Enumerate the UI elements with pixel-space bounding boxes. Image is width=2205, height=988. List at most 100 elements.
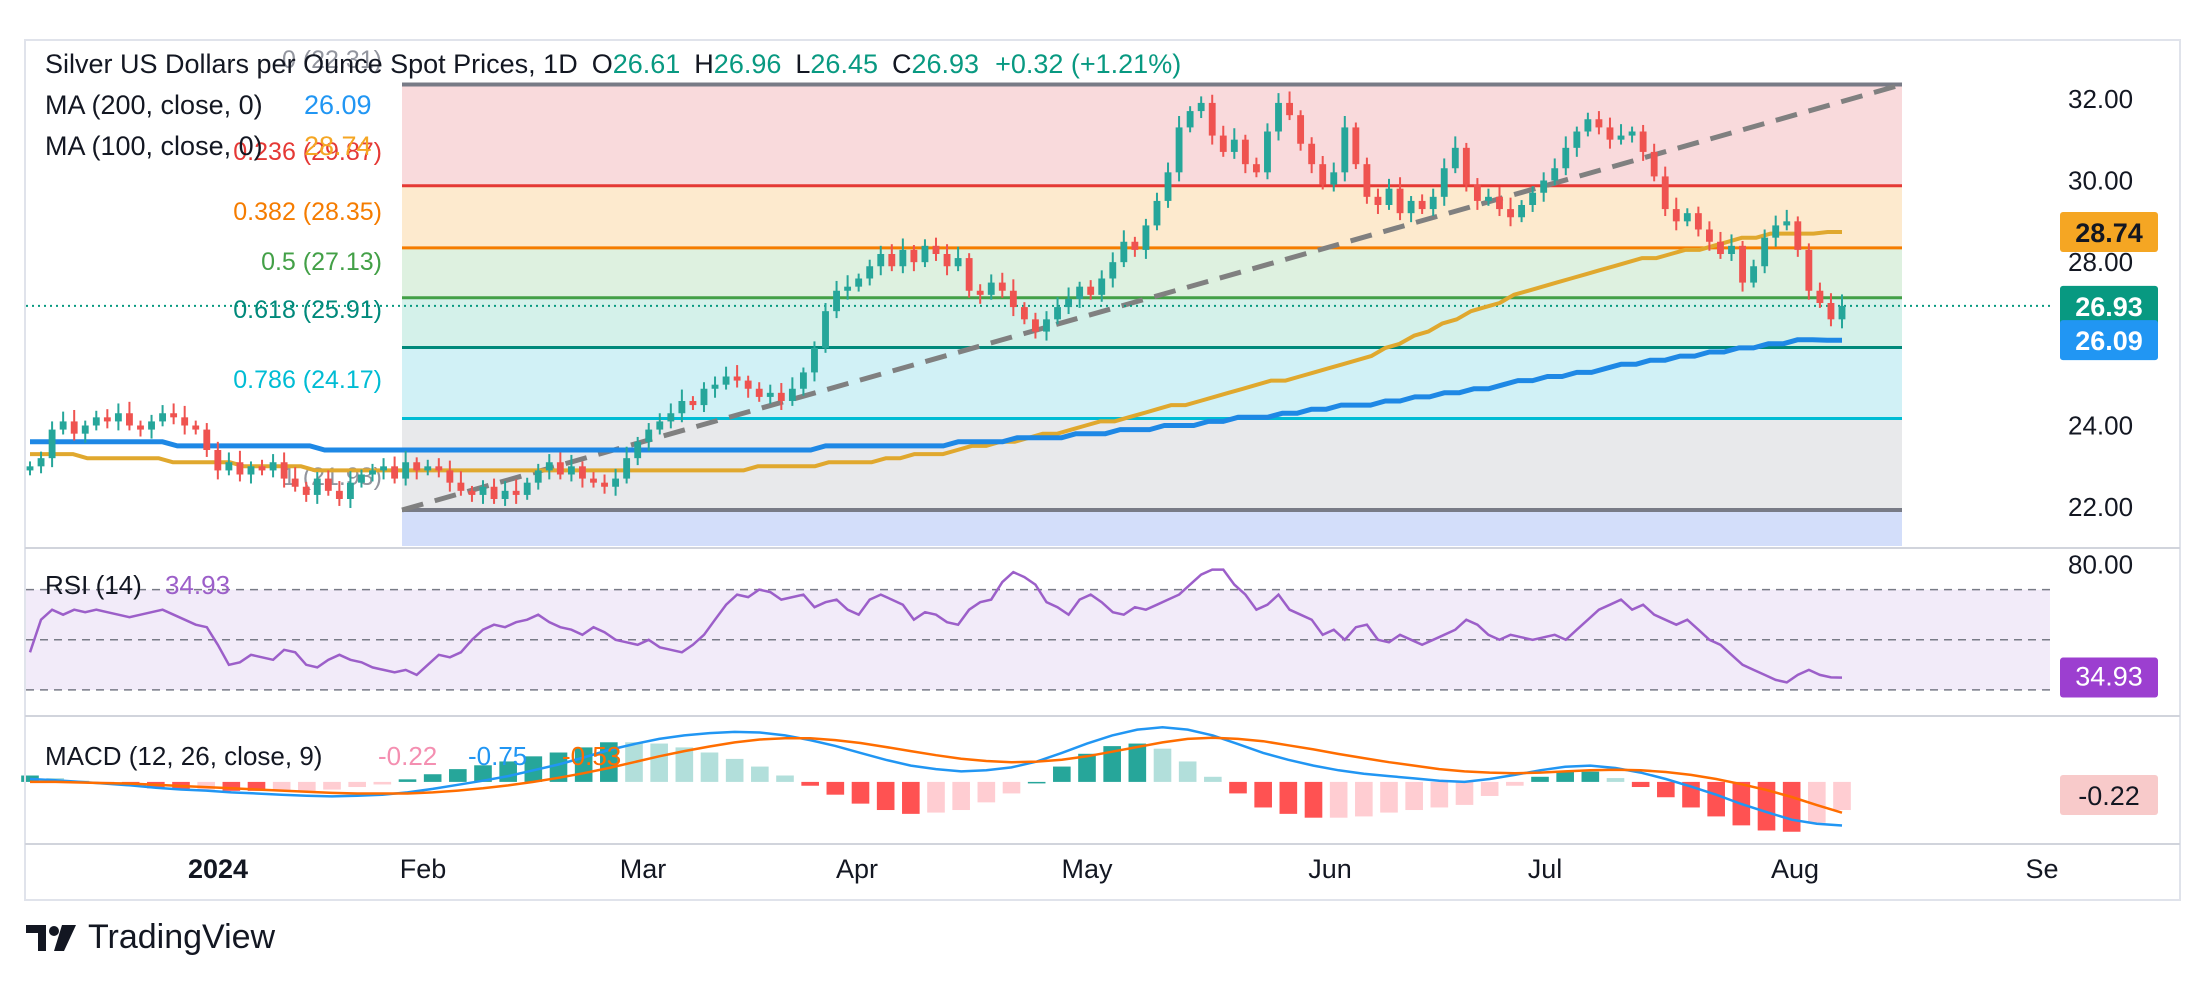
candle <box>512 490 520 495</box>
macd-histogram-bar <box>1178 761 1197 782</box>
candle <box>1540 180 1548 193</box>
candle <box>788 388 796 401</box>
candle <box>1087 286 1095 295</box>
candle <box>1473 184 1481 201</box>
price-badge-text: 26.93 <box>2075 292 2143 322</box>
candle <box>645 429 653 442</box>
candle <box>1628 131 1636 136</box>
macd-histogram-bar <box>1833 781 1851 811</box>
candle <box>1032 319 1039 332</box>
macd-histogram-bar <box>197 781 215 790</box>
candle <box>479 486 487 495</box>
macd-histogram-bar <box>751 766 769 782</box>
candle <box>1286 102 1293 116</box>
candle <box>1429 196 1437 210</box>
candle <box>1054 307 1061 320</box>
macd-histogram-bar <box>1581 771 1600 782</box>
macd-histogram-bar <box>298 781 316 791</box>
candle <box>1783 221 1791 226</box>
fib-label: 0.786 (24.17) <box>233 366 382 394</box>
candle <box>976 290 984 295</box>
candle <box>987 282 995 295</box>
candle <box>954 258 962 267</box>
candle <box>888 254 896 267</box>
ohlc-label: C <box>892 49 912 79</box>
candle <box>1827 303 1835 320</box>
candle <box>26 466 34 471</box>
macd-histogram-bar <box>549 752 568 782</box>
candle <box>1120 241 1128 263</box>
candle <box>1816 290 1824 303</box>
candle <box>1208 102 1216 136</box>
candle <box>258 466 266 471</box>
candle <box>1650 151 1658 177</box>
macd-histogram-bar <box>222 781 241 791</box>
macd-histogram-bar <box>1631 781 1650 788</box>
tradingview-logo: TradingView <box>24 918 275 957</box>
price-panel: 0.236 (29.87) 0.382 (28.35) 0.5 (27.13) 0.6… <box>26 46 2052 546</box>
macd-histogram-bar <box>1531 776 1549 782</box>
price-badge <box>2060 285 2158 326</box>
candle <box>1396 188 1404 214</box>
macd-histogram-bar <box>1355 781 1373 817</box>
candle <box>1341 127 1349 173</box>
candle <box>159 413 167 422</box>
candle <box>634 441 642 459</box>
ma200-line <box>30 337 1842 453</box>
candle <box>468 490 476 495</box>
macd-histogram-bar <box>323 781 341 790</box>
candle <box>1462 147 1470 185</box>
ma200-value: 26.09 <box>304 90 372 120</box>
candle <box>302 486 310 495</box>
candle <box>1330 172 1338 185</box>
y-tick-label: 30.00 <box>2068 166 2133 196</box>
macd-histogram-bar <box>1757 781 1776 831</box>
macd-histogram-bar <box>474 765 492 782</box>
candle <box>921 245 929 263</box>
candle <box>1838 305 1846 320</box>
x-tick-label: Apr <box>836 854 878 884</box>
rsi-badge <box>2060 657 2158 698</box>
candle <box>943 254 951 267</box>
macd-histogram-bar <box>1027 781 1046 784</box>
ohlc-value: 26.45 <box>810 49 878 79</box>
candle <box>623 458 631 479</box>
macd-histogram-bar <box>247 781 266 791</box>
candle <box>855 278 863 287</box>
candle <box>247 466 255 475</box>
macd-histogram-bar <box>902 781 920 814</box>
fib-zone <box>402 185 1902 248</box>
candle <box>777 392 785 401</box>
candle <box>214 450 222 471</box>
candle <box>1529 192 1537 205</box>
macd-histogram-bar <box>1204 776 1222 782</box>
fib-label: 0.618 (25.91) <box>233 296 382 324</box>
macd-histogram-bar <box>700 752 719 782</box>
candle <box>1750 266 1758 283</box>
candle <box>1595 119 1603 128</box>
candle <box>689 401 697 406</box>
macd-histogram-bar <box>1304 781 1323 818</box>
candle <box>291 478 299 487</box>
ma100-line <box>30 230 1842 473</box>
macd-histogram-bar <box>1229 781 1247 794</box>
price-badge-text: 28.74 <box>2075 218 2143 248</box>
candle <box>1584 119 1592 132</box>
rsi-panel <box>26 568 2050 691</box>
candle <box>137 425 144 430</box>
ma200-legend: MA (200, close, 0) <box>45 90 263 120</box>
macd-histogram-bar <box>1657 781 1675 798</box>
candle <box>733 376 741 381</box>
candle <box>1794 221 1802 250</box>
macd-histogram-bar <box>1455 781 1474 805</box>
macd-histogram-bar <box>952 781 970 811</box>
candle <box>70 421 78 434</box>
rsi-title: RSI (14) <box>45 570 142 600</box>
y-tick-label: 28.00 <box>2068 247 2133 277</box>
macd-histogram-bar <box>675 747 694 782</box>
candle <box>932 245 940 254</box>
candle <box>556 462 564 475</box>
ma100-value: 28.74 <box>304 131 372 161</box>
candle <box>501 490 509 499</box>
candle <box>1319 164 1327 185</box>
